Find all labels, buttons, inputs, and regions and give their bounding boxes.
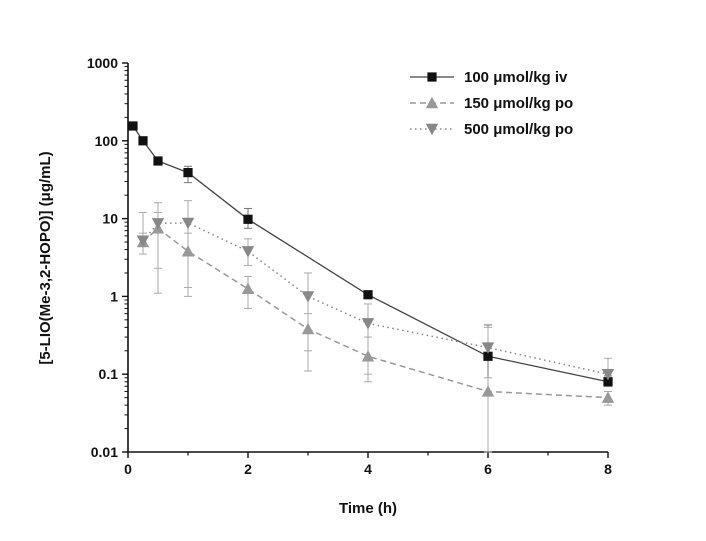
data-point — [301, 291, 315, 303]
data-point — [136, 235, 150, 247]
data-point — [301, 322, 315, 335]
data-point — [241, 246, 255, 258]
y-tick-label: 0.01 — [91, 444, 118, 460]
data-point — [481, 385, 495, 397]
data-point — [601, 369, 615, 381]
legend-label: 500 μmol/kg po — [464, 121, 573, 138]
x-tick-label: 2 — [244, 461, 252, 477]
x-tick-label: 0 — [124, 461, 132, 477]
data-point — [181, 217, 195, 230]
data-point — [128, 121, 138, 131]
data-point — [151, 218, 165, 230]
x-tick-label: 4 — [364, 461, 372, 477]
data-point — [483, 351, 493, 361]
series-markers — [128, 121, 615, 403]
legend: 100 μmol/kg iv 150 μmol/kg po 500 μmol/kg … — [410, 69, 573, 138]
x-tick-label: 8 — [604, 461, 612, 477]
data-point — [243, 214, 253, 224]
x-tick-label: 6 — [484, 461, 492, 477]
data-point — [241, 282, 255, 295]
data-point — [363, 290, 373, 300]
data-point — [603, 377, 613, 387]
y-axis-title: [5-LIO(Me-3,2-HOPO)] (μg/mL) — [37, 151, 54, 364]
data-point — [481, 342, 495, 354]
legend-marker — [425, 123, 439, 136]
data-point — [183, 168, 193, 178]
axes: 0 2 4 6 8 0.01 0.1 1 10 100 1000 — [87, 55, 612, 477]
legend-marker — [425, 96, 439, 109]
y-tick-label: 0.1 — [99, 366, 119, 382]
y-tick-label: 1 — [110, 288, 118, 304]
y-tick-label: 10 — [102, 211, 118, 227]
data-point — [153, 156, 163, 166]
data-point — [361, 350, 375, 362]
data-point — [138, 136, 148, 146]
error-bars — [139, 165, 612, 453]
legend-label: 100 μmol/kg iv — [464, 69, 568, 86]
legend-marker — [427, 72, 437, 82]
data-point — [601, 391, 615, 403]
data-point — [181, 245, 195, 257]
legend-label: 150 μmol/kg po — [464, 95, 573, 112]
y-tick-label: 1000 — [87, 55, 118, 71]
series-line — [132, 125, 609, 383]
data-point — [361, 318, 375, 330]
x-axis-title: Time (h) — [339, 500, 397, 517]
series-line — [142, 227, 609, 399]
y-tick-label: 100 — [95, 133, 119, 149]
